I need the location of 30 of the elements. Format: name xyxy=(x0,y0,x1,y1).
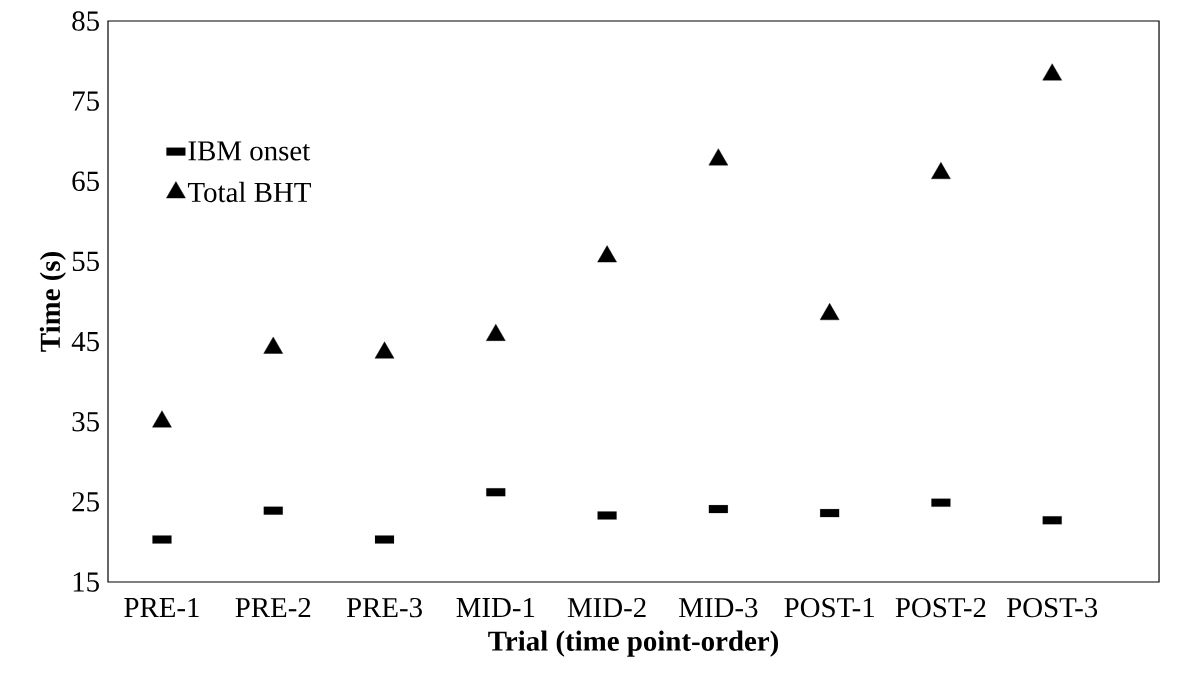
point xyxy=(152,410,172,428)
point xyxy=(931,162,951,179)
y-tick-label: 65 xyxy=(72,171,99,191)
y-tick-label: 15 xyxy=(73,572,99,592)
x-tick-label: PRE-3 xyxy=(346,597,422,618)
x-tick-label: POST-2 xyxy=(895,597,986,618)
x-tick-label: PRE-1 xyxy=(124,597,199,617)
x-tick-label: PRE-2 xyxy=(235,597,311,618)
y-tick-label: 25 xyxy=(72,492,99,512)
point xyxy=(708,148,729,166)
y-tick-label: 55 xyxy=(72,251,99,272)
point xyxy=(1042,63,1062,81)
x-tick-label: MID-2 xyxy=(567,597,646,618)
point xyxy=(486,323,506,341)
point xyxy=(374,341,395,359)
point xyxy=(819,303,840,321)
legend-label: IBM onset xyxy=(188,141,311,161)
x-tick-label: POST-1 xyxy=(784,597,874,618)
y-tick-label: 75 xyxy=(73,91,99,111)
x-tick-label: MID-3 xyxy=(679,597,758,618)
legend-label: Total BHT xyxy=(187,181,311,203)
x-tick-label: MID-1 xyxy=(456,597,535,618)
x-tick-label: POST-3 xyxy=(1006,597,1098,618)
x-axis-title: Trial (time point-order) xyxy=(488,630,778,657)
y-tick-label: 35 xyxy=(72,412,99,432)
point xyxy=(263,336,283,354)
y-tick-label: 45 xyxy=(71,331,99,352)
y-axis-title: Time (s) xyxy=(39,252,66,352)
y-tick-label: 85 xyxy=(72,11,99,31)
point xyxy=(597,245,617,263)
